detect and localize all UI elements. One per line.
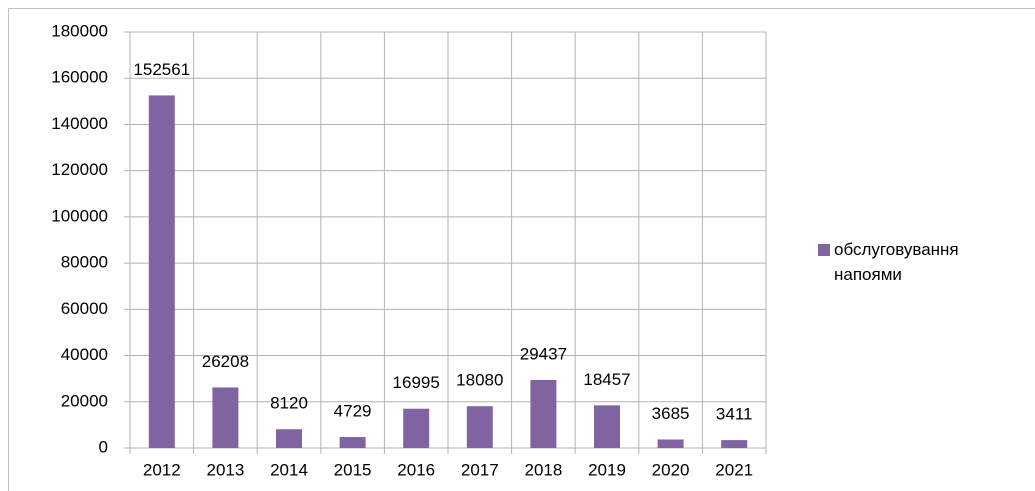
bar	[721, 440, 748, 448]
bar	[339, 437, 366, 448]
x-tick-label: 2015	[334, 460, 372, 479]
x-tick-label: 2016	[397, 460, 435, 479]
data-label: 18457	[583, 370, 630, 389]
data-label: 16995	[393, 373, 440, 392]
y-tick-label: 80000	[61, 253, 108, 272]
x-tick-label: 2021	[715, 460, 753, 479]
x-tick-label: 2017	[461, 460, 499, 479]
y-tick-label: 60000	[61, 299, 108, 318]
x-tick-label: 2020	[652, 460, 690, 479]
data-label: 29437	[520, 344, 567, 363]
legend: обслуговування напоями	[818, 237, 1008, 287]
bar	[530, 379, 557, 448]
bar	[276, 429, 302, 448]
y-tick-label: 40000	[61, 345, 108, 364]
x-tick-label: 2012	[143, 460, 181, 479]
data-label: 26208	[202, 352, 249, 371]
y-tick-label: 120000	[51, 160, 108, 179]
legend-swatch	[818, 244, 830, 256]
y-tick-label: 20000	[61, 391, 108, 410]
bar	[212, 387, 239, 448]
data-label: 8120	[270, 394, 308, 413]
bar	[657, 439, 684, 448]
data-label: 3411	[716, 405, 753, 424]
y-tick-label: 0	[99, 437, 108, 456]
y-tick-label: 100000	[51, 206, 108, 225]
bar	[594, 405, 620, 448]
x-tick-label: 2018	[524, 460, 562, 479]
data-label: 4729	[334, 402, 372, 421]
legend-label: обслуговування напоями	[834, 240, 959, 284]
bar	[466, 406, 493, 448]
x-tick-label: 2013	[206, 460, 244, 479]
bar	[148, 95, 175, 448]
bar	[403, 408, 430, 448]
data-label: 152561	[133, 60, 190, 79]
x-tick-label: 2014	[270, 460, 308, 479]
data-label: 3685	[652, 404, 690, 423]
y-tick-label: 160000	[51, 68, 108, 87]
data-label: 18080	[456, 371, 503, 390]
x-tick-label: 2019	[588, 460, 626, 479]
y-tick-label: 140000	[51, 114, 108, 133]
y-tick-label: 180000	[51, 21, 108, 40]
